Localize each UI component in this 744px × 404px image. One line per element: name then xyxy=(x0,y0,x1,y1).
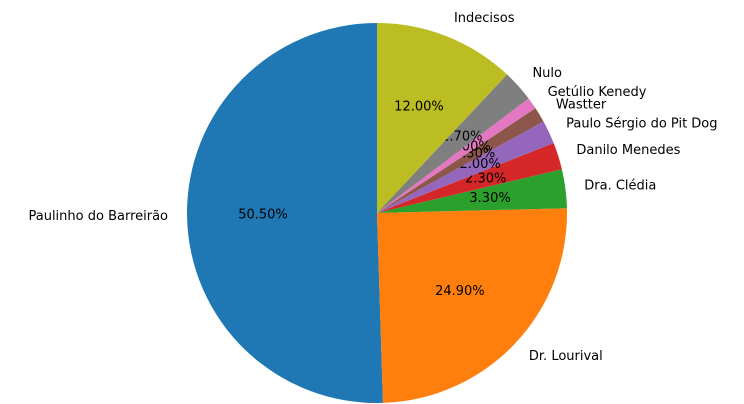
percent-label: 24.90% xyxy=(435,284,485,299)
pie-slice xyxy=(377,143,562,213)
pie-slice xyxy=(377,98,536,213)
percent-label: 3.30% xyxy=(469,191,510,206)
slice-label: Dra. Clédia xyxy=(584,179,656,194)
slice-label: Dr. Lourival xyxy=(529,349,603,364)
pie-slice xyxy=(377,108,544,213)
slice-label: Paulo Sérgio do Pit Dog xyxy=(566,117,717,132)
percent-label: 12.00% xyxy=(394,100,444,115)
pie-slice xyxy=(377,74,529,213)
slice-label: Indecisos xyxy=(454,11,515,26)
percent-label: 2.30% xyxy=(465,171,506,186)
slice-label: Wastter xyxy=(556,97,607,112)
slice-label: Paulinho do Barreirão xyxy=(28,209,168,224)
pie-slice xyxy=(377,208,567,403)
pie-slice xyxy=(377,169,567,213)
percent-label: 50.50% xyxy=(238,207,288,222)
pie-slice xyxy=(377,23,508,213)
slice-label: Danilo Menedes xyxy=(576,143,680,158)
pie-slice xyxy=(187,23,383,403)
pie-slice xyxy=(377,121,554,213)
slice-label: Nulo xyxy=(532,66,562,81)
slice-label: Getúlio Kenedy xyxy=(548,85,647,100)
